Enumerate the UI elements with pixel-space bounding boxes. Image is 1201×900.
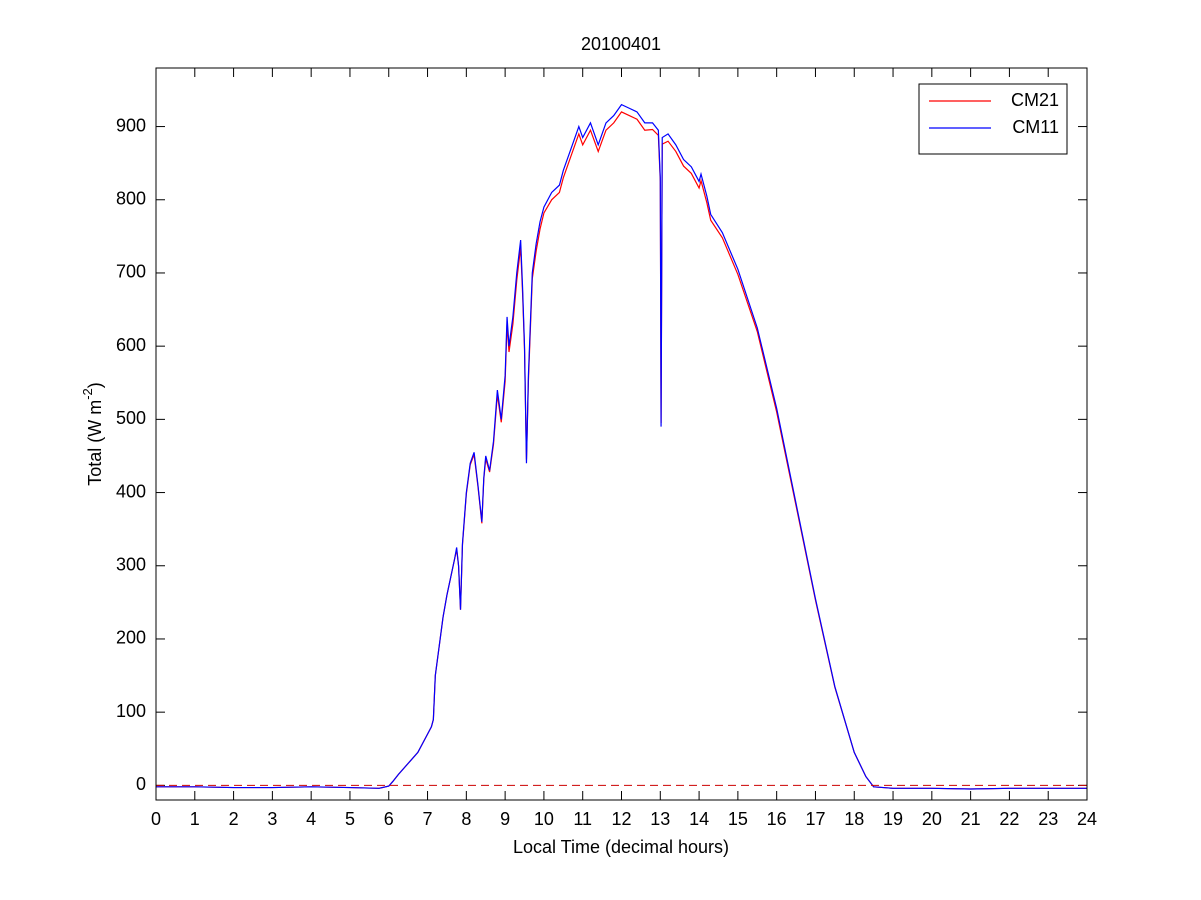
x-tick-label: 1 xyxy=(190,809,200,829)
x-tick-label: 21 xyxy=(961,809,981,829)
y-axis-label-main: Total (W m xyxy=(85,400,105,486)
x-tick-label: 22 xyxy=(999,809,1019,829)
legend-label: CM21 xyxy=(1011,90,1059,110)
plot-frame xyxy=(155,67,1088,801)
y-tick-label: 500 xyxy=(116,408,146,428)
x-tick-label: 7 xyxy=(423,809,433,829)
x-tick-label: 13 xyxy=(650,809,670,829)
x-tick-label: 17 xyxy=(805,809,825,829)
x-tick-label: 6 xyxy=(384,809,394,829)
y-tick-label: 300 xyxy=(116,555,146,575)
y-tick-label: 800 xyxy=(116,189,146,209)
y-tick-label: 200 xyxy=(116,628,146,648)
x-tick-label: 5 xyxy=(345,809,355,829)
x-tick-label: 12 xyxy=(611,809,631,829)
x-tick-label: 18 xyxy=(844,809,864,829)
x-tick-label: 9 xyxy=(500,809,510,829)
x-tick-label: 19 xyxy=(883,809,903,829)
y-tick-label: 100 xyxy=(116,701,146,721)
y-axis-label: Total (W m-2) xyxy=(80,382,104,486)
y-tick-label: 900 xyxy=(116,115,146,135)
y-tick-label: 0 xyxy=(136,774,146,794)
chart-title: 20100401 xyxy=(581,34,661,54)
y-axis-label-end: ) xyxy=(85,382,105,388)
y-tick-label: 600 xyxy=(116,335,146,355)
x-tick-label: 8 xyxy=(461,809,471,829)
x-tick-label: 0 xyxy=(151,809,161,829)
y-axis-label-sup: -2 xyxy=(80,388,95,400)
x-axis-label: Local Time (decimal hours) xyxy=(513,837,729,857)
x-tick-label: 20 xyxy=(922,809,942,829)
legend-box xyxy=(918,83,1068,155)
x-tick-label: 16 xyxy=(767,809,787,829)
x-tick-label: 4 xyxy=(306,809,316,829)
x-tick-label: 3 xyxy=(267,809,277,829)
x-tick-label: 11 xyxy=(573,809,592,829)
x-tick-label: 14 xyxy=(689,809,709,829)
x-tick-label: 2 xyxy=(229,809,239,829)
legend-label: CM11 xyxy=(1012,117,1059,137)
y-tick-label: 400 xyxy=(116,481,146,501)
y-tick-label: 700 xyxy=(116,262,146,282)
data-line xyxy=(156,103,1087,790)
x-tick-label: 15 xyxy=(728,809,748,829)
x-tick-label: 24 xyxy=(1077,809,1097,829)
x-tick-label: 23 xyxy=(1038,809,1058,829)
x-tick-label: 10 xyxy=(534,809,554,829)
